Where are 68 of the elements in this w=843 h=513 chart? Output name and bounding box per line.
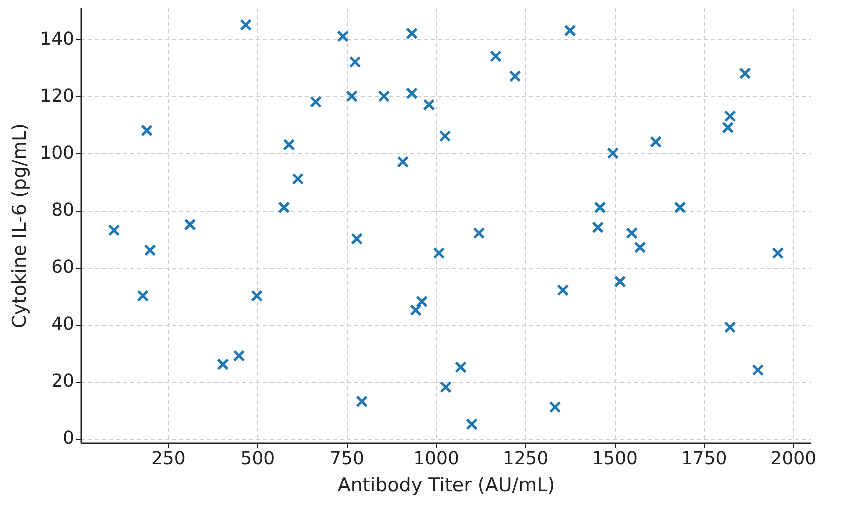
y-tick-label: 20 (52, 371, 74, 392)
point (137, 290, 150, 302)
point (739, 68, 752, 80)
point (283, 138, 296, 151)
point (337, 30, 350, 43)
point (108, 224, 120, 237)
point (349, 56, 362, 68)
point (752, 364, 764, 376)
point (346, 90, 358, 102)
point (634, 242, 646, 254)
point (626, 227, 638, 240)
point (440, 381, 452, 394)
point (292, 173, 304, 186)
y-tick-label: 120 (40, 86, 74, 107)
point (592, 222, 604, 234)
point (378, 90, 390, 102)
point (722, 122, 734, 134)
x-tick-label: 750 (330, 448, 364, 470)
y-axis-title: Cytokine IL-6 (pg/mL) (9, 124, 32, 328)
point (433, 247, 446, 260)
point (184, 218, 196, 231)
point (406, 88, 418, 100)
point (564, 24, 576, 37)
point (557, 284, 570, 296)
x-axis-title: Antibody Titer (AU/mL) (338, 474, 556, 496)
point (397, 156, 410, 168)
point (490, 50, 502, 63)
y-tick-label: 0 (63, 428, 74, 450)
point (439, 130, 452, 142)
y-tick-label: 40 (52, 314, 74, 336)
point (416, 296, 428, 308)
x-tick-label: 1500 (592, 448, 638, 470)
x-tick-label: 1750 (681, 448, 728, 470)
point (141, 124, 154, 137)
point (594, 202, 606, 214)
point (310, 96, 322, 108)
y-tick-label: 140 (40, 28, 74, 50)
point (724, 321, 736, 334)
point (233, 350, 246, 362)
point (356, 396, 368, 408)
x-tick-label: 250 (151, 448, 186, 470)
x-tick-label: 2000 (770, 448, 817, 470)
y-tick-label: 80 (52, 200, 74, 222)
point (406, 28, 418, 40)
y-tick-label: 100 (40, 142, 74, 164)
point (423, 98, 436, 112)
point (217, 358, 230, 371)
point (650, 136, 662, 148)
point (614, 276, 626, 288)
point (674, 202, 686, 214)
point (240, 19, 252, 32)
point (410, 304, 422, 316)
point (454, 361, 468, 374)
x-tick-label: 1250 (502, 448, 549, 470)
point (473, 227, 486, 240)
x-tick-label: 1000 (414, 448, 460, 470)
point (251, 290, 264, 302)
point (607, 147, 620, 160)
point (509, 70, 522, 82)
point (351, 233, 364, 246)
point (724, 110, 736, 122)
point (144, 244, 156, 256)
point (278, 202, 290, 214)
y-tick-label: 60 (52, 257, 74, 278)
x-tick-label: 500 (240, 448, 276, 470)
point (466, 418, 478, 430)
point (772, 247, 784, 260)
point (549, 401, 562, 414)
